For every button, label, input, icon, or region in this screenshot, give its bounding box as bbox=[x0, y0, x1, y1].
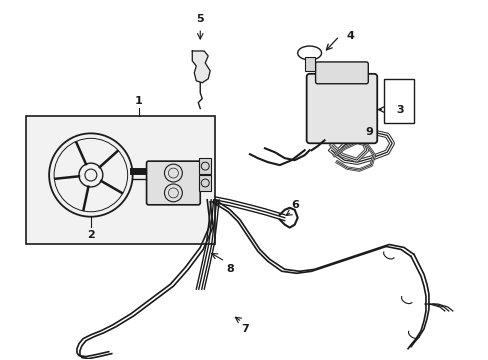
Text: 1: 1 bbox=[135, 96, 142, 105]
Bar bbox=[199, 175, 211, 191]
Text: 6: 6 bbox=[290, 200, 298, 210]
Text: 2: 2 bbox=[87, 230, 95, 239]
Bar bbox=[304, 57, 314, 71]
Text: 7: 7 bbox=[241, 324, 248, 334]
Text: 4: 4 bbox=[346, 31, 354, 41]
FancyBboxPatch shape bbox=[146, 161, 200, 205]
Polygon shape bbox=[192, 51, 210, 83]
Bar bbox=[199, 158, 211, 174]
Bar bbox=[384, 79, 413, 123]
Text: 8: 8 bbox=[226, 264, 233, 274]
Bar bbox=[26, 116, 215, 244]
Text: 5: 5 bbox=[196, 14, 203, 24]
FancyBboxPatch shape bbox=[315, 62, 367, 84]
Bar bbox=[26, 116, 215, 244]
Text: 9: 9 bbox=[365, 127, 372, 138]
FancyBboxPatch shape bbox=[306, 74, 376, 143]
Text: 3: 3 bbox=[395, 104, 403, 114]
